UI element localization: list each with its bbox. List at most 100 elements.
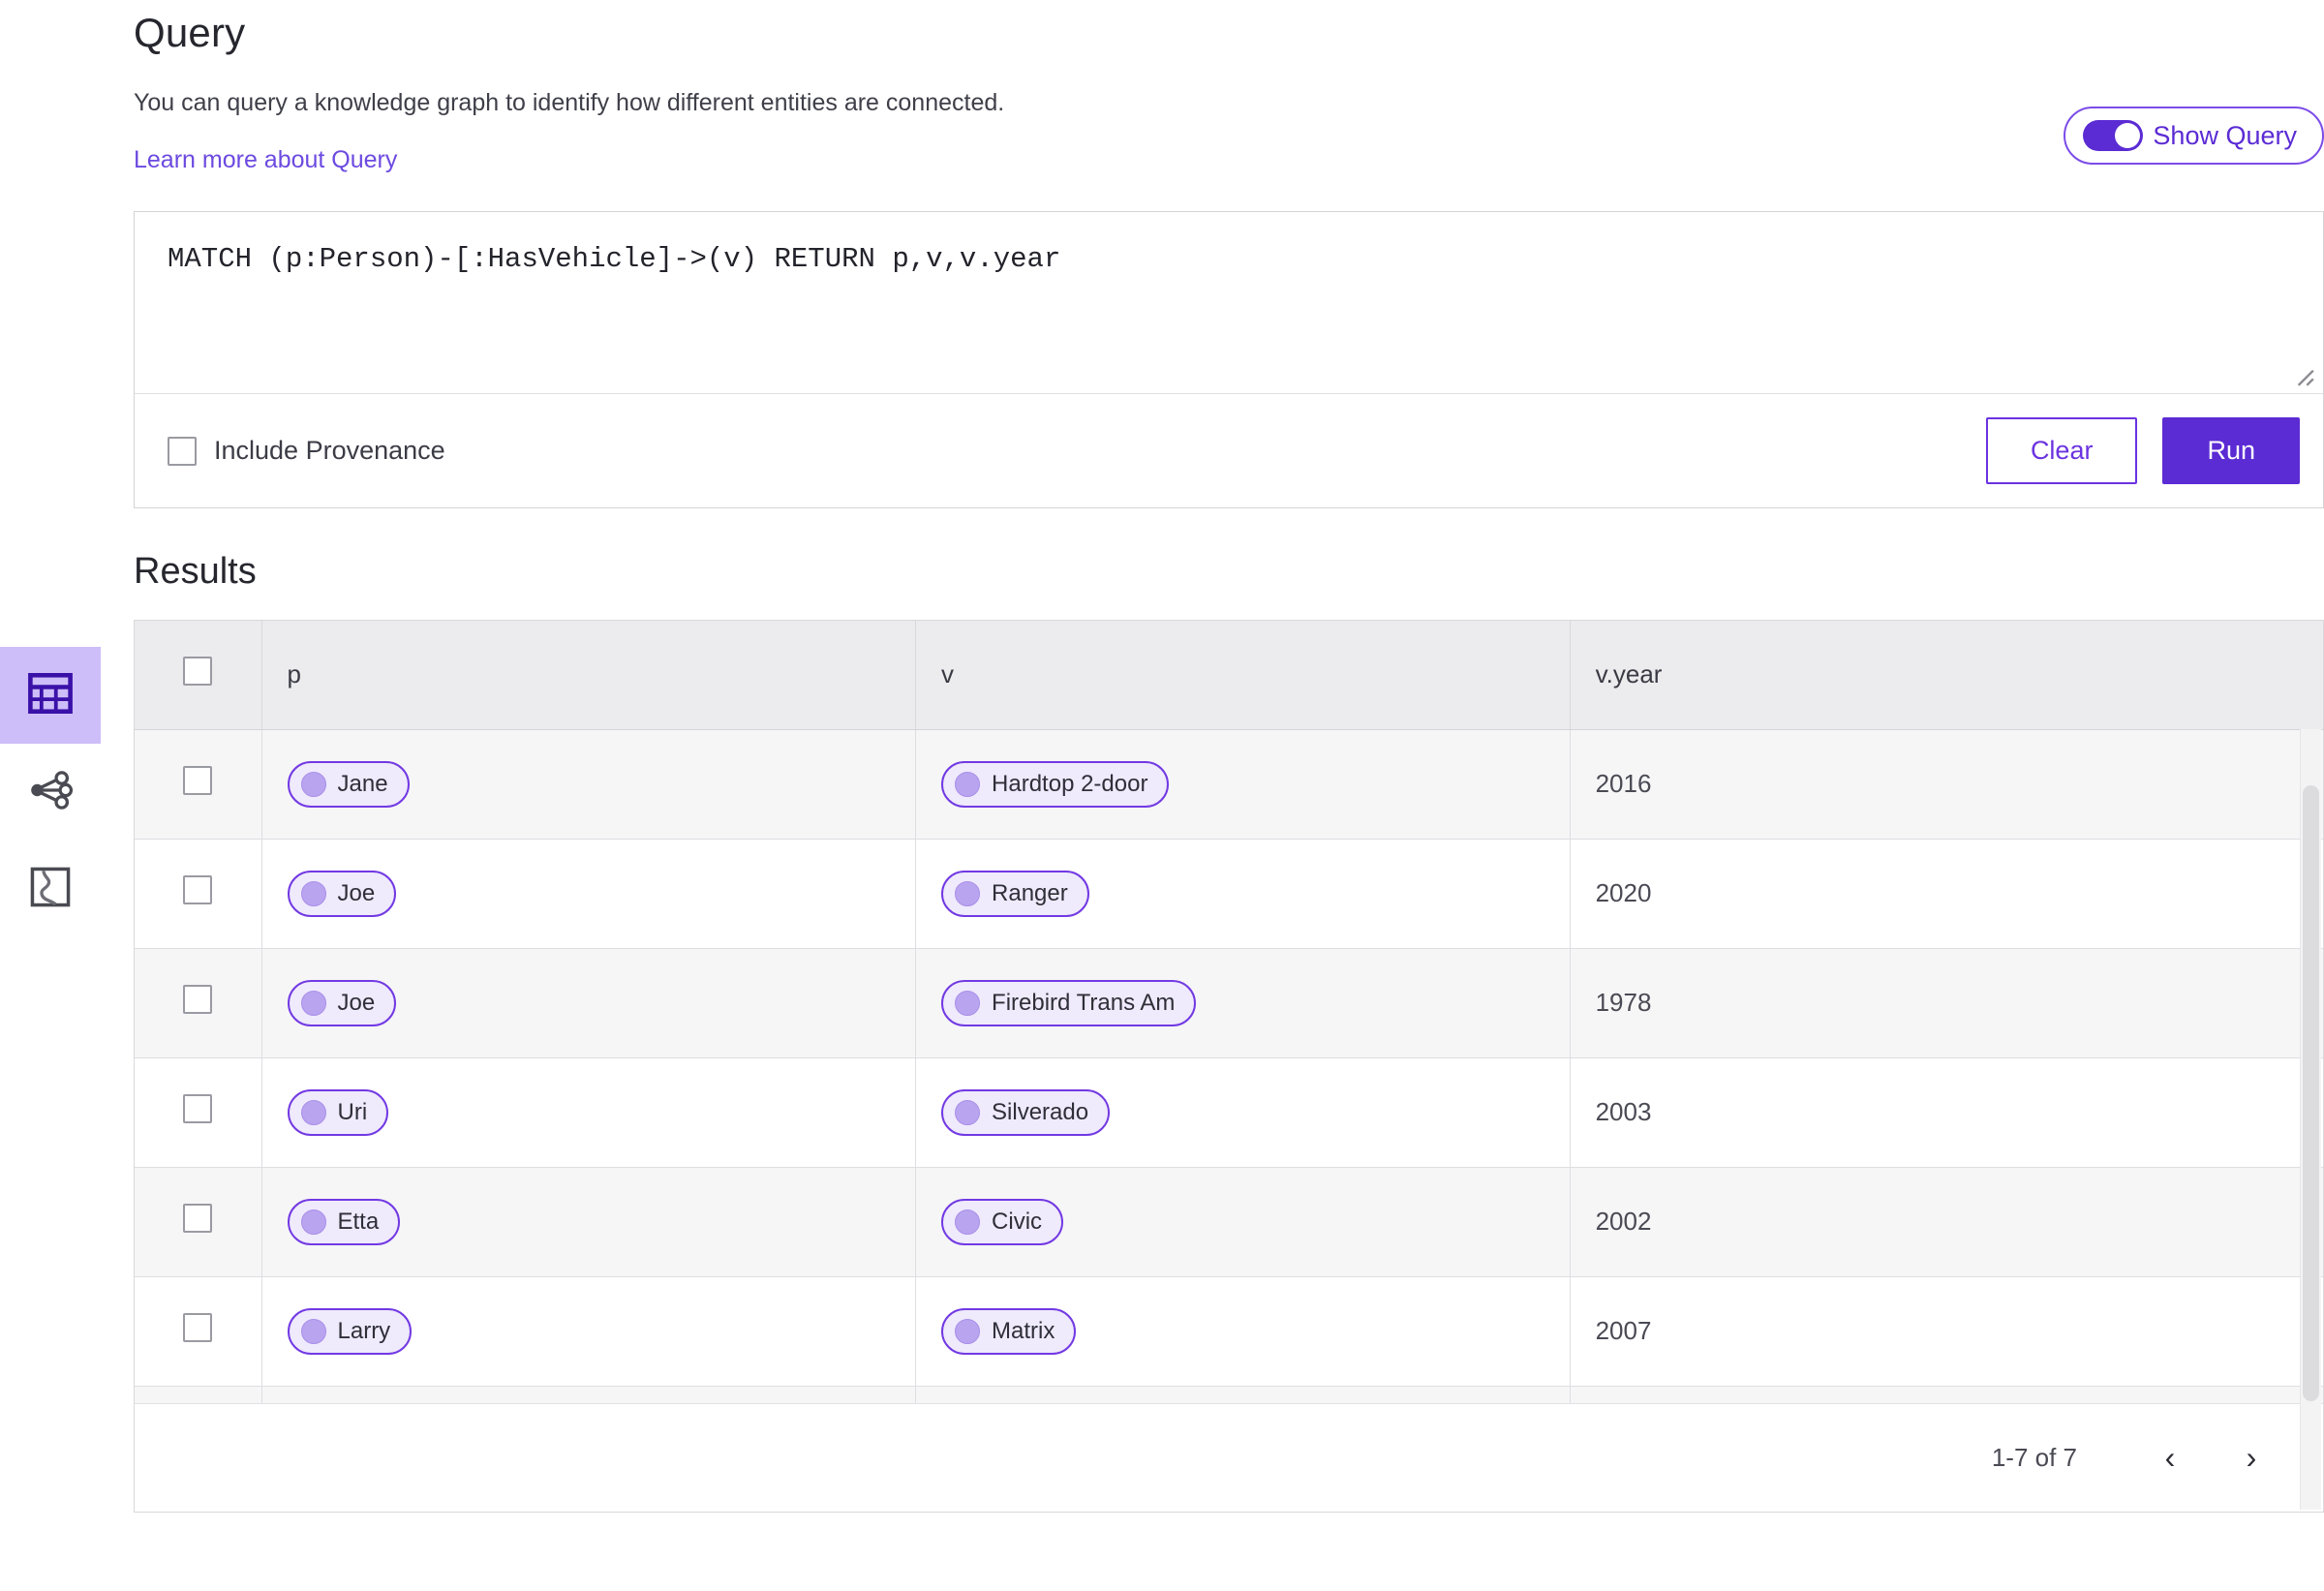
query-input-wrap (135, 212, 2323, 393)
learn-more-link[interactable]: Learn more about Query (134, 146, 398, 173)
column-header-v-year[interactable]: v.year (1570, 621, 2323, 730)
entity-chip[interactable]: Uri (287, 1088, 389, 1136)
table-row[interactable]: Uri Silverado 2003 (135, 1057, 2323, 1168)
entity-chip[interactable]: Joe (287, 870, 397, 917)
row-select-cell (135, 1386, 262, 1403)
entity-node-icon (300, 990, 326, 1016)
show-query-toggle[interactable]: Show Query (2064, 107, 2324, 165)
cell-v: Firebird Trans Am (915, 948, 1571, 1058)
cell-v: Ranger (915, 839, 1571, 949)
cell-p: Joe (261, 948, 917, 1058)
main-content: Query You can query a knowledge graph to… (134, 0, 2324, 1513)
scrollbar-thumb[interactable] (2303, 785, 2319, 1401)
select-all-header (135, 621, 262, 730)
row-select-cell (135, 1276, 262, 1387)
row-select-checkbox[interactable] (183, 1094, 213, 1123)
entity-chip[interactable]: Civic (941, 1198, 1064, 1245)
entity-node-icon (300, 1099, 326, 1125)
table-header-row: p v v.year (135, 621, 2323, 730)
include-provenance-row[interactable]: Include Provenance (168, 436, 445, 466)
pagination-prev-button[interactable]: ‹ (2141, 1429, 2199, 1487)
entity-chip-label: Larry (337, 1317, 391, 1344)
page-description: You can query a knowledge graph to ident… (134, 89, 1005, 116)
clear-button[interactable]: Clear (1985, 417, 2138, 484)
cell-v-year: 2002 (1570, 1167, 2323, 1277)
entity-node-icon (955, 771, 981, 797)
entity-chip[interactable]: Jane (287, 760, 410, 808)
entity-chip-label: Hardtop 2-door (992, 770, 1148, 797)
table-row[interactable]: Joe Firebird Trans Am 1978 (135, 948, 2323, 1058)
sidebar-item-map-view[interactable] (0, 841, 101, 937)
row-select-checkbox[interactable] (183, 1204, 213, 1233)
entity-chip[interactable]: Joe (287, 979, 397, 1026)
entity-chip[interactable]: Hardtop 2-door (941, 760, 1170, 808)
entity-node-icon (300, 771, 326, 797)
cell-v-year: 2007 (1570, 1276, 2323, 1387)
sidebar-item-graph-view[interactable] (0, 744, 101, 841)
results-table-card: p v v.year Jane Hardtop 2-door 2016 Joe Rang… (134, 620, 2324, 1513)
query-actions: Clear Run (1985, 417, 2300, 484)
entity-chip-label: Jane (337, 770, 388, 797)
row-select-checkbox[interactable] (183, 985, 213, 1014)
entity-chip-label: Joe (337, 989, 376, 1016)
map-icon (30, 867, 71, 912)
cell-p: Etta (261, 1167, 917, 1277)
pagination-next-button[interactable]: › (2222, 1429, 2280, 1487)
column-header-p[interactable]: p (261, 621, 917, 730)
table-row[interactable]: Etta Civic 2002 (135, 1167, 2323, 1277)
entity-node-icon (955, 1099, 981, 1125)
cell-v: Hardtop 2-door (915, 729, 1571, 840)
entity-node-icon (955, 1209, 981, 1235)
table-row[interactable]: Larry Matrix 2007 (135, 1276, 2323, 1387)
table-icon (28, 672, 73, 719)
select-all-checkbox[interactable] (183, 657, 213, 687)
row-select-cell (135, 839, 262, 949)
results-table-scroll[interactable]: p v v.year Jane Hardtop 2-door 2016 Joe Rang… (135, 621, 2323, 1403)
row-select-checkbox[interactable] (183, 766, 213, 795)
cell-v: Civic (915, 1167, 1571, 1277)
entity-chip-label: Ranger (992, 879, 1068, 906)
view-mode-rail (0, 647, 101, 937)
table-row[interactable]: Joe Ranger 2020 (135, 839, 2323, 949)
include-provenance-label: Include Provenance (214, 436, 445, 465)
page-title: Query (134, 10, 246, 55)
entity-chip[interactable]: Etta (287, 1198, 401, 1245)
toggle-switch[interactable] (2083, 120, 2144, 151)
entity-chip[interactable]: Firebird Trans Am (941, 979, 1197, 1026)
entity-chip[interactable]: Ranger (941, 870, 1089, 917)
entity-chip-label: Uri (337, 1098, 368, 1125)
cell-p: Lauren (261, 1386, 917, 1403)
cell-v-year: 2020 (1570, 839, 2323, 949)
cell-v-year: 2016 (1570, 729, 2323, 840)
graph-network-icon (28, 769, 74, 816)
show-query-label: Show Query (2153, 120, 2297, 150)
table-vertical-scrollbar[interactable] (2300, 729, 2321, 1510)
cell-p: Larry (261, 1276, 917, 1387)
entity-node-icon (955, 1318, 981, 1344)
run-button[interactable]: Run (2162, 417, 2300, 484)
cell-v-year: 2003 (1570, 1057, 2323, 1168)
cell-v: Matrix (915, 1386, 1571, 1403)
entity-chip-label: Etta (337, 1208, 380, 1235)
entity-chip[interactable]: Matrix (941, 1307, 1077, 1355)
column-header-v[interactable]: v (915, 621, 1571, 730)
pagination-bar: 1-7 of 7 ‹ › (135, 1403, 2323, 1512)
row-select-checkbox[interactable] (183, 875, 213, 904)
cell-v-year: 2007 (1570, 1386, 2323, 1403)
entity-chip[interactable]: Larry (287, 1307, 413, 1355)
entity-node-icon (955, 880, 981, 906)
table-row[interactable]: Jane Hardtop 2-door 2016 (135, 729, 2323, 840)
cell-v-year: 1978 (1570, 948, 2323, 1058)
table-row[interactable]: LaurenMatrix2007 (135, 1386, 2323, 1403)
cell-v: Matrix (915, 1276, 1571, 1387)
entity-chip-label: Civic (992, 1208, 1043, 1235)
row-select-checkbox[interactable] (183, 1313, 213, 1342)
sidebar-item-table-view[interactable] (0, 647, 101, 744)
results-table-head: p v v.year (135, 621, 2323, 730)
query-input[interactable] (135, 212, 2323, 388)
entity-chip[interactable]: Silverado (941, 1088, 1111, 1136)
include-provenance-checkbox[interactable] (168, 436, 197, 466)
entity-node-icon (300, 1318, 326, 1344)
row-select-cell (135, 1167, 262, 1277)
